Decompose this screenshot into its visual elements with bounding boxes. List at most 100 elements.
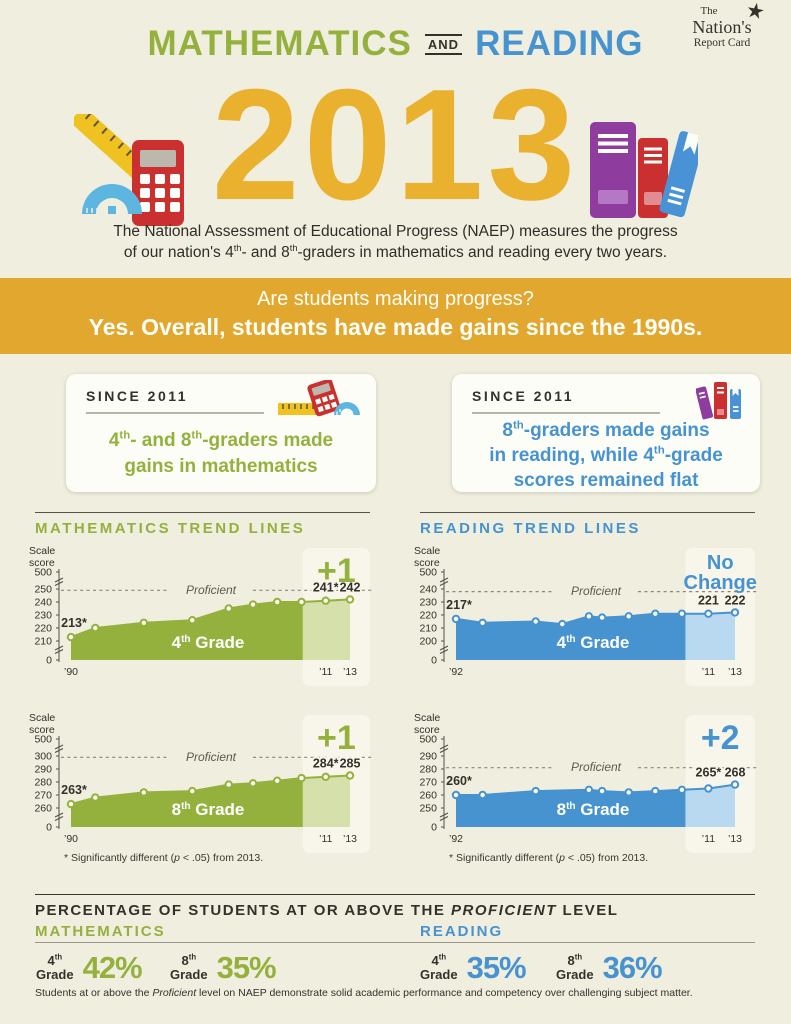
- naep-description-line1: The National Assessment of Educational P…: [113, 223, 678, 240]
- x-tick-label: ’13: [728, 833, 742, 845]
- x-tick-label: ’11: [702, 833, 715, 845]
- data-point: [297, 773, 306, 783]
- text-line: 4th- and 8th-graders made: [108, 429, 334, 451]
- data-point: [597, 786, 607, 796]
- y-tick-label: 250: [419, 803, 437, 815]
- data-point: [248, 779, 258, 788]
- data-point: [730, 780, 740, 789]
- area-fill: [456, 784, 735, 827]
- change-badge: No: [707, 552, 734, 574]
- data-point: [188, 786, 197, 796]
- reading-grade8-chart: Scale score 500 290 280 270 260 250 0 Proficient 8…: [412, 709, 764, 861]
- end-value-label: 241*: [313, 580, 339, 594]
- data-point: [531, 786, 540, 796]
- y-tick-label: 280: [34, 777, 52, 789]
- y-axis-title: score: [29, 557, 55, 569]
- data-point: [584, 785, 594, 795]
- grade-label: 8th Grade: [556, 952, 594, 982]
- start-value-label: 263*: [61, 783, 87, 797]
- naep-description: The National Assessment of Educational P…: [0, 222, 791, 263]
- change-badge: +2: [701, 719, 740, 757]
- y-tick-label: 500: [419, 734, 437, 746]
- nations-report-card-logo: ★ The Nation's Report Card: [667, 0, 777, 50]
- area-fill-recent: [685, 612, 735, 660]
- data-point: [478, 618, 487, 628]
- grade-area-label: 4th Grade: [172, 633, 245, 652]
- y-tick-label: 260: [34, 803, 52, 815]
- change-badge: Change: [684, 572, 757, 594]
- proficient-label: Proficient: [571, 760, 622, 774]
- area-fill-recent: [302, 599, 350, 660]
- y-tick-label: 0: [431, 822, 437, 834]
- proficient-section-title: PERCENTAGE OF STUDENTS AT OR ABOVE THE P…: [35, 902, 619, 919]
- x-tick-label: ’90: [64, 833, 78, 845]
- grade-area-label: 4th Grade: [557, 633, 630, 652]
- x-tick-label: ’13: [343, 833, 357, 845]
- math-trend-lines-title: MATHEMATICS TREND LINES: [35, 520, 306, 537]
- data-point: [297, 597, 306, 607]
- calculator-icon: [132, 140, 184, 226]
- data-point: [730, 608, 740, 617]
- grade-area-label: 8th Grade: [557, 800, 630, 819]
- y-tick-label: 220: [34, 623, 52, 635]
- trend-line: [70, 598, 351, 639]
- reading-footnote: * Significantly different (p < .05) from…: [449, 852, 649, 864]
- protractor-icon: [82, 184, 142, 214]
- data-point: [624, 612, 633, 621]
- data-point: [224, 780, 233, 789]
- y-axis-title: Scale: [414, 545, 440, 557]
- reading-grade8-stat: 8th Grade 36%: [556, 950, 663, 986]
- data-point: [704, 609, 713, 618]
- mathematics-label: MATHEMATICS: [35, 923, 166, 940]
- divider: [472, 412, 660, 414]
- y-axis-title: Scale: [414, 712, 440, 724]
- logo-line-nations: Nation's: [692, 16, 752, 37]
- y-tick-label: 500: [34, 567, 52, 579]
- page-title: MATHEMATICS AND READING: [0, 24, 791, 64]
- y-tick-label: 0: [431, 655, 437, 667]
- math-grade8-chart: Scale score 500 300 290 280 270 260 0 Proficient 8…: [27, 709, 379, 861]
- y-tick-label: 0: [46, 822, 52, 834]
- stat-value: 36%: [602, 950, 663, 985]
- grade-label: 4th Grade: [420, 952, 458, 982]
- book-blue-icon: [659, 131, 698, 218]
- data-point: [651, 609, 660, 618]
- axis-break: [54, 577, 64, 587]
- x-tick-label: ’13: [343, 666, 357, 678]
- proficient-label: Proficient: [571, 584, 622, 598]
- y-axis-title: score: [414, 557, 440, 569]
- axis-break: [439, 812, 449, 822]
- data-point: [66, 632, 76, 642]
- divider: [35, 942, 755, 943]
- since-2011-math-card: SINCE 2011 4th- and 8th-graders made gai…: [66, 374, 376, 492]
- data-point: [248, 600, 258, 609]
- data-point: [139, 788, 149, 797]
- axis-break: [439, 577, 449, 587]
- book-red-icon: [638, 138, 668, 218]
- data-point: [321, 772, 330, 782]
- math-footnote: * Significantly different (p < .05) from…: [64, 852, 264, 864]
- x-tick-label: ’11: [702, 666, 715, 678]
- naep-description-line2: of our nation's 4th- and 8th-graders in …: [123, 242, 668, 261]
- y-tick-label: 0: [46, 655, 52, 667]
- title-mathematics: MATHEMATICS: [147, 24, 412, 63]
- x-tick-label: ’92: [449, 833, 463, 845]
- end-value-label: 222: [725, 593, 746, 607]
- data-point: [558, 619, 567, 629]
- trend-line: [70, 774, 351, 806]
- x-tick-label: ’11: [319, 833, 332, 845]
- grade-label: 4th Grade: [36, 952, 74, 982]
- area-fill: [71, 599, 350, 660]
- reading-grade4-stat: 4th Grade 35%: [420, 950, 527, 986]
- y-tick-label: 260: [419, 790, 437, 802]
- data-point: [451, 790, 461, 800]
- y-tick-label: 270: [34, 790, 52, 802]
- area-fill: [71, 775, 350, 827]
- end-value-label: 221: [698, 593, 719, 607]
- proficient-label: Proficient: [186, 583, 237, 597]
- axis-break: [439, 645, 449, 655]
- data-point: [451, 614, 461, 624]
- data-point: [624, 788, 633, 797]
